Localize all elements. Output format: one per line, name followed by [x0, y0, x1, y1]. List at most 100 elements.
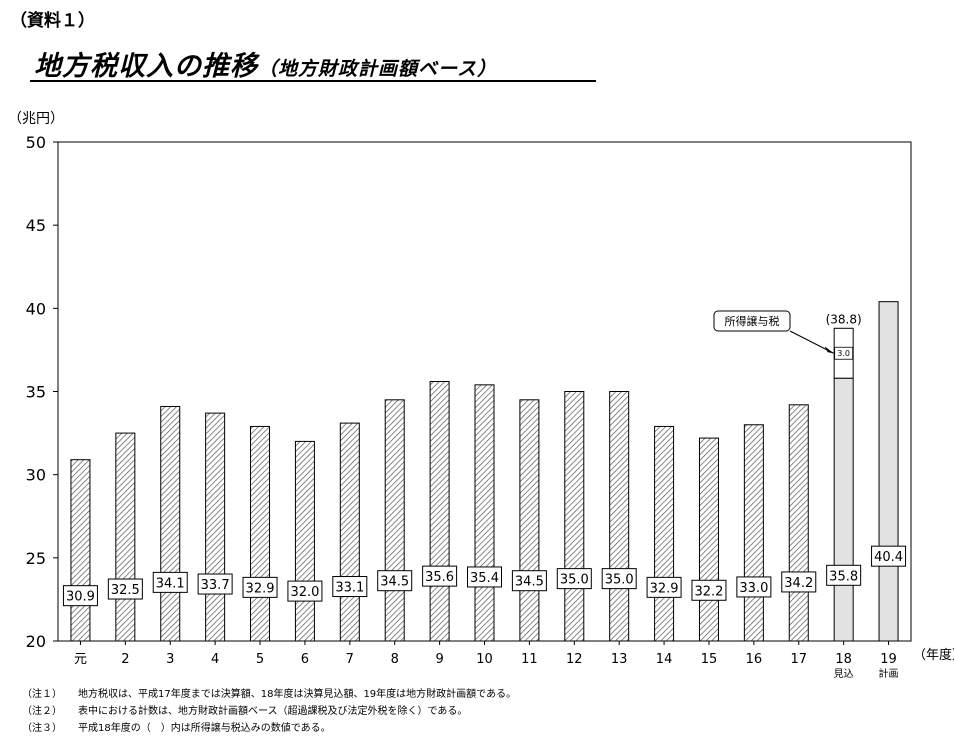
note-3: （注３） 平成18年度の（ ）内は所得譲与税込みの数値である。: [22, 720, 516, 737]
data-label: 35.0: [605, 573, 634, 588]
note-text: 平成18年度の（ ）内は所得譲与税込みの数値である。: [78, 723, 331, 734]
bar: [384, 399, 405, 642]
y-tick-label: 45: [26, 216, 46, 235]
note-label: （注２）: [22, 706, 62, 717]
stacked-extra-label-box: [834, 346, 854, 360]
note-text: 地方税収は、平成17年度までは決算額、18年度は決算見込額、19年度は地方財政計…: [78, 689, 517, 700]
x-tick-label: 16: [746, 652, 763, 667]
data-label: 32.9: [650, 581, 679, 596]
data-label: 33.1: [335, 581, 364, 596]
bar: [294, 440, 315, 642]
y-tick-label: 50: [26, 133, 46, 152]
data-label-box: [107, 578, 143, 600]
notes: （注１） 地方税収は、平成17年度までは決算額、18年度は決算見込額、19年度は地…: [22, 686, 516, 737]
bar: [698, 437, 719, 642]
x-tick-label: 11: [521, 652, 538, 667]
stacked-total-label: (38.8): [826, 312, 862, 326]
bar: [115, 432, 136, 642]
stacked-extra-name: 所得譲与税: [725, 314, 780, 328]
stacked-extra: 3.0 (38.8) 所得譲与税: [713, 310, 862, 379]
bar: [564, 391, 585, 642]
data-label: 34.5: [515, 575, 544, 590]
note-label: （注３）: [22, 723, 62, 734]
data-label-box: [332, 576, 368, 598]
x-tick-label: 14: [656, 652, 673, 667]
callout-arrowhead: [824, 346, 834, 354]
title-sub: （地方財政計画額ベース）: [258, 58, 498, 80]
data-label-box: [826, 564, 862, 586]
x-tick-label: 19: [880, 652, 897, 667]
data-label-box: [871, 545, 907, 567]
data-label-box: [242, 576, 278, 598]
note-label: （注１）: [22, 689, 62, 700]
x-tick-label: 10: [476, 652, 493, 667]
x-tick-label: 15: [701, 652, 718, 667]
note-text: 表中における計数は、地方財政計画額ベース（超過課税及び法定外税を除く）である。: [78, 706, 468, 717]
data-label-box: [556, 568, 592, 590]
x-tick-label: 18: [835, 652, 852, 667]
data-label: 30.9: [66, 590, 95, 605]
x-tick-label: 5: [256, 652, 264, 667]
data-label-box: [467, 566, 502, 588]
bar: [70, 459, 91, 642]
data-label-box: [736, 576, 772, 598]
bar: [474, 384, 495, 642]
data-label-box: [377, 570, 413, 592]
data-label-box: [646, 576, 682, 598]
stacked-extra-label: 3.0: [837, 349, 850, 358]
data-label: 34.5: [380, 575, 409, 590]
x-tick-label: 4: [211, 652, 219, 667]
data-label: 35.4: [470, 571, 499, 586]
x-tick-label: 8: [391, 652, 399, 667]
bars: 30.9 32.5 34.1 33.7 32.9 32.0 33.1 34.5 35.6 35.4…: [62, 301, 907, 642]
data-label-box: [152, 571, 188, 593]
data-label: 34.1: [156, 576, 185, 591]
stacked-extra-callout: [713, 310, 791, 332]
bar: [743, 424, 764, 642]
x-tick-label: 6: [301, 652, 309, 667]
data-label: 32.9: [246, 581, 275, 596]
bar: [654, 425, 675, 642]
y-tick-label: 20: [26, 632, 46, 651]
data-label-box: [287, 580, 323, 602]
x-tick-sublabel: 計画: [879, 667, 899, 680]
x-tick-label: 17: [790, 652, 807, 667]
x-tick-label: 12: [566, 652, 583, 667]
data-label-box: [781, 571, 817, 593]
y-tick-label: 30: [26, 466, 46, 485]
bar: [205, 412, 226, 642]
title-underline: [30, 80, 596, 82]
x-tick-sublabel: 見込: [834, 668, 854, 680]
bar: [250, 425, 271, 642]
bar: [339, 422, 360, 642]
data-label: 35.6: [425, 570, 454, 585]
note-1: （注１） 地方税収は、平成17年度までは決算額、18年度は決算見込額、19年度は地…: [22, 686, 516, 703]
x-tick-label: 13: [611, 652, 628, 667]
x-tick-label: 3: [166, 652, 174, 667]
note-2: （注２） 表中における計数は、地方財政計画額ベース（超過課税及び法定外税を除く）で…: [22, 703, 516, 720]
data-label: 33.7: [201, 578, 230, 593]
y-tick-label: 25: [26, 549, 46, 568]
data-label: 35.0: [560, 573, 589, 588]
document-label: （資料１）: [10, 11, 95, 31]
data-label-box: [511, 570, 547, 592]
bar: [788, 404, 809, 642]
data-label-box: [422, 565, 458, 587]
data-label: 32.5: [111, 583, 140, 598]
y-tick-label: 35: [26, 383, 46, 402]
x-tick-label: 7: [346, 652, 354, 667]
data-label: 35.8: [829, 569, 858, 584]
data-label-box: [601, 568, 637, 590]
chart-title: 地方税収入の推移（地方財政計画額ベース）: [34, 44, 497, 83]
y-axis-unit-label: （兆円）: [8, 111, 64, 127]
y-tick-label: 40: [26, 299, 46, 318]
data-label: 33.0: [739, 581, 768, 596]
title-main: 地方税収入の推移: [34, 51, 258, 82]
bar: [519, 399, 540, 642]
bar: [833, 377, 854, 642]
data-label: 32.0: [290, 585, 319, 600]
bar: [878, 301, 899, 642]
data-label: 32.2: [694, 584, 723, 599]
